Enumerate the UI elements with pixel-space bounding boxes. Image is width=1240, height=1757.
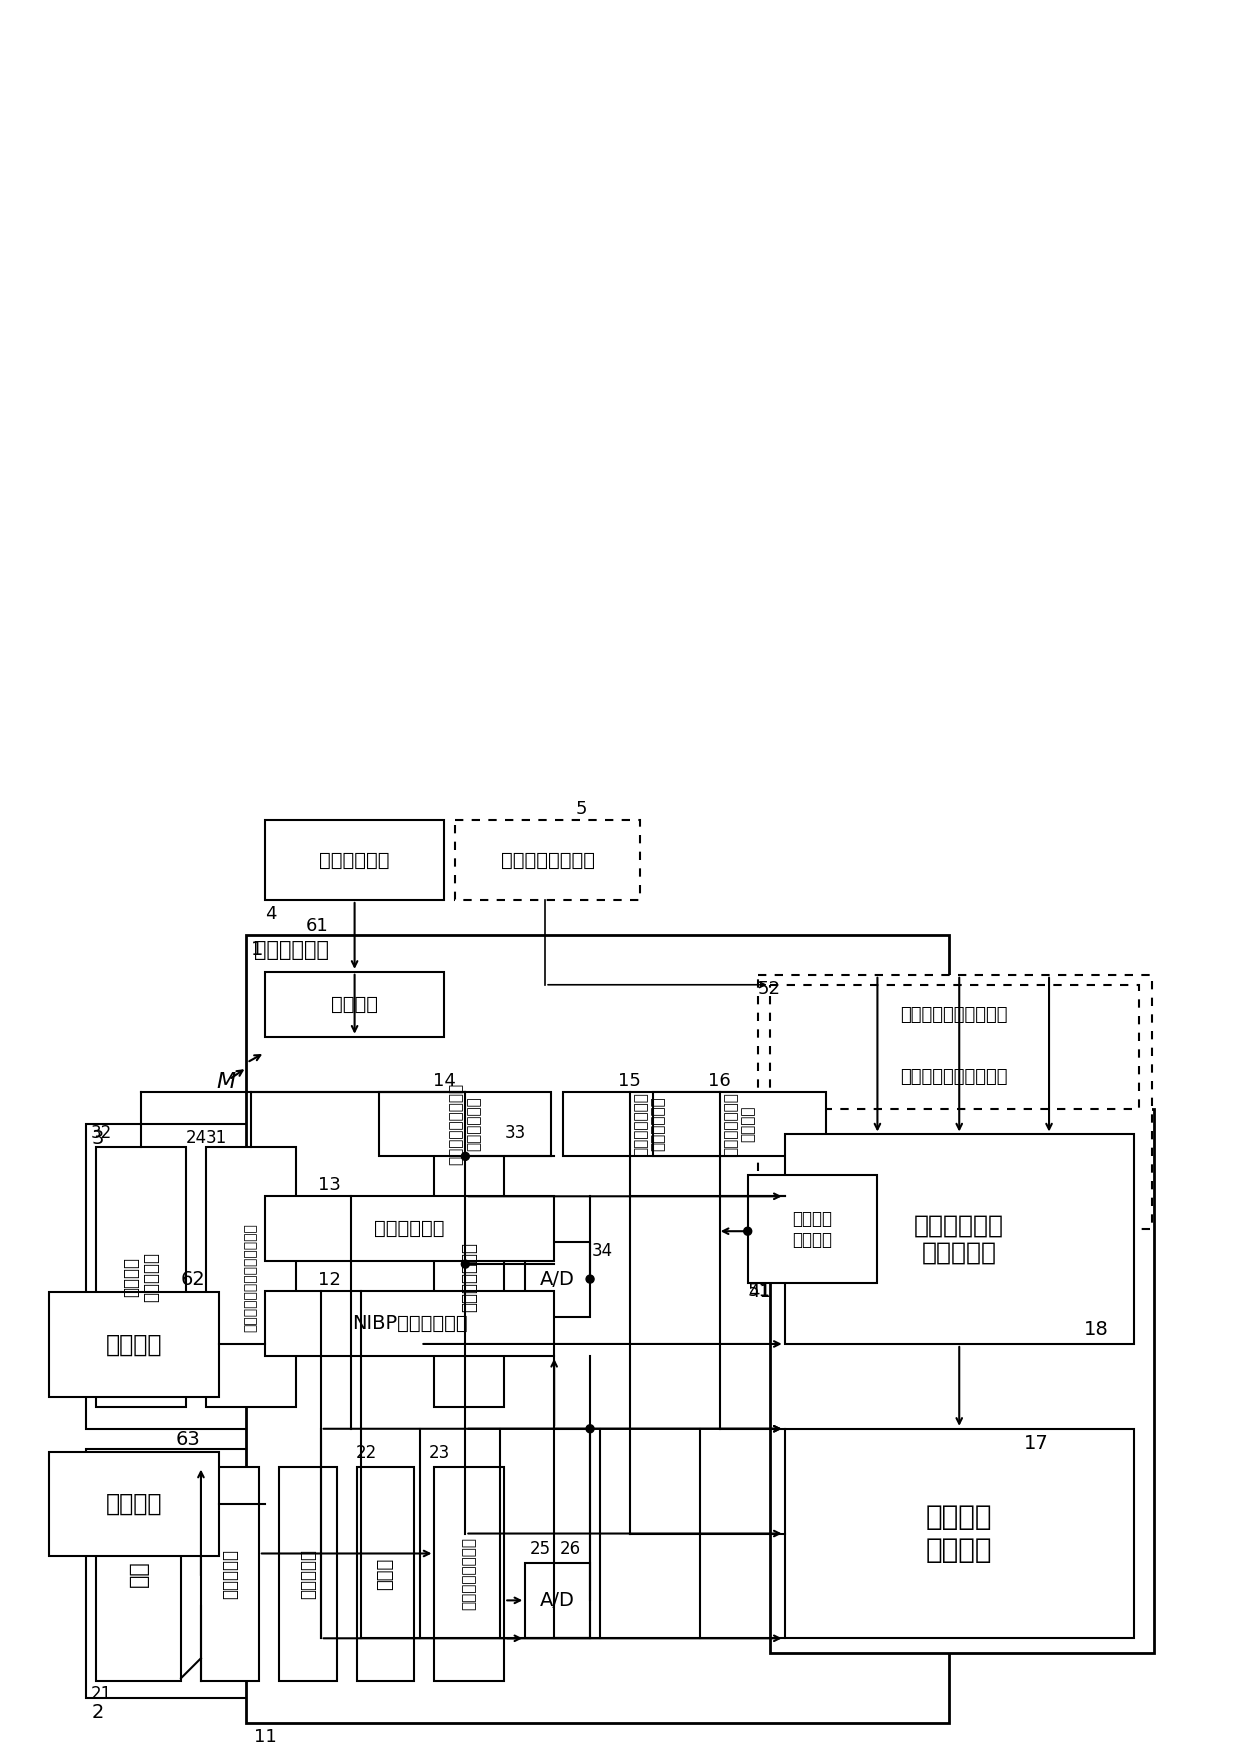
Circle shape	[587, 1276, 594, 1283]
Text: 压力泵: 压力泵	[377, 1558, 394, 1590]
Text: 21: 21	[92, 1685, 113, 1703]
Text: 34: 34	[591, 1242, 614, 1260]
Text: 脉冲波振幅呼吸
变化测量单元: 脉冲波振幅呼吸 变化测量单元	[634, 1093, 666, 1156]
Text: 14: 14	[434, 1072, 456, 1089]
Bar	[87, 1124, 311, 1428]
Text: 血量测量装置: 血量测量装置	[254, 940, 329, 959]
Bar	[265, 1197, 554, 1262]
Text: 脉冲波传播时间呼吸
变化测量单元: 脉冲波传播时间呼吸 变化测量单元	[449, 1082, 481, 1165]
Bar	[279, 1467, 336, 1681]
Circle shape	[461, 1153, 469, 1160]
Text: 52: 52	[758, 980, 781, 998]
Text: 24: 24	[186, 1130, 207, 1147]
Bar	[526, 1564, 590, 1638]
Text: 51: 51	[748, 1283, 770, 1300]
Bar	[50, 1291, 219, 1397]
Bar	[563, 1091, 735, 1156]
Text: 时间间隔检测基准点测量单元: 时间间隔检测基准点测量单元	[244, 1223, 258, 1332]
Bar	[770, 1109, 1153, 1653]
Text: 15: 15	[618, 1072, 641, 1089]
Bar	[265, 821, 444, 900]
Text: 输入单元: 输入单元	[331, 994, 378, 1014]
Bar	[378, 1091, 551, 1156]
Bar	[265, 972, 444, 1037]
Bar	[246, 935, 950, 1724]
Bar	[758, 975, 1152, 1230]
Bar	[785, 1135, 1133, 1344]
Text: 17: 17	[1024, 1434, 1049, 1453]
Text: M: M	[216, 1072, 236, 1091]
Bar	[526, 1242, 590, 1318]
Text: 33: 33	[505, 1124, 526, 1142]
Bar	[455, 821, 640, 900]
Text: 18: 18	[1084, 1320, 1109, 1339]
Bar	[785, 1428, 1133, 1638]
Text: 臂套压力检测部分: 臂套压力检测部分	[461, 1537, 477, 1611]
Bar	[653, 1091, 826, 1156]
Text: 41: 41	[748, 1283, 770, 1302]
Bar	[434, 1467, 505, 1681]
Text: NIBP脉压测量单元: NIBP脉压测量单元	[352, 1314, 467, 1334]
Text: 光电脉冲
检测传感器: 光电脉冲 检测传感器	[122, 1253, 160, 1302]
Bar	[97, 1147, 186, 1407]
Text: 脉压呼吸变化测量单元: 脉压呼吸变化测量单元	[900, 1068, 1008, 1086]
Text: A/D: A/D	[541, 1270, 575, 1290]
Text: 呼吸周期
检测单元: 呼吸周期 检测单元	[792, 1211, 832, 1249]
Text: 22: 22	[356, 1444, 377, 1462]
Text: 袖套: 袖套	[129, 1560, 149, 1587]
Text: 患者的固有系
数计算单元: 患者的固有系 数计算单元	[914, 1214, 1004, 1265]
Text: 心输出量
计算单元: 心输出量 计算单元	[926, 1504, 992, 1564]
Bar	[50, 1451, 219, 1557]
Text: 23: 23	[429, 1444, 450, 1462]
Bar	[434, 1147, 505, 1407]
Text: 有创血压测量装置: 有创血压测量装置	[501, 850, 595, 870]
Bar	[97, 1467, 181, 1681]
Text: 呼吸测量装置: 呼吸测量装置	[320, 850, 389, 870]
Bar	[748, 1175, 878, 1283]
Bar	[357, 1467, 414, 1681]
Circle shape	[744, 1226, 751, 1235]
Text: 显示部分: 显示部分	[105, 1332, 162, 1356]
Bar	[206, 1147, 295, 1407]
Text: 16: 16	[708, 1072, 730, 1089]
Text: 有创血压脉压测量单元: 有创血压脉压测量单元	[900, 1005, 1008, 1024]
Bar	[265, 1291, 554, 1356]
Text: 2: 2	[92, 1703, 104, 1722]
Text: 5: 5	[575, 799, 587, 819]
Bar	[770, 984, 1138, 1109]
Text: 脉冲波呼吸变化
测量单元: 脉冲波呼吸变化 测量单元	[723, 1093, 755, 1156]
Text: 61: 61	[306, 917, 329, 935]
Text: 63: 63	[176, 1430, 201, 1450]
Text: 11: 11	[254, 1729, 277, 1746]
Text: 3: 3	[92, 1130, 104, 1149]
Text: 26: 26	[560, 1541, 582, 1558]
Text: 压力传感器: 压力传感器	[221, 1550, 239, 1599]
Text: 62: 62	[181, 1270, 206, 1290]
Text: 32: 32	[92, 1124, 113, 1142]
Text: 25: 25	[531, 1541, 552, 1558]
Bar	[87, 1450, 521, 1699]
Text: 压力释放阀: 压力释放阀	[299, 1550, 316, 1599]
Text: 12: 12	[317, 1270, 341, 1290]
Text: 脉冲波检测部分: 脉冲波检测部分	[460, 1242, 479, 1312]
Bar	[201, 1467, 259, 1681]
Text: 心率计算单元: 心率计算单元	[374, 1219, 445, 1239]
Text: 报警部分: 报警部分	[105, 1492, 162, 1516]
Circle shape	[461, 1260, 469, 1269]
Circle shape	[587, 1425, 594, 1432]
Text: 31: 31	[206, 1130, 227, 1147]
Text: 4: 4	[265, 905, 277, 922]
Text: 1: 1	[250, 940, 263, 959]
Text: 13: 13	[317, 1175, 341, 1195]
Text: A/D: A/D	[541, 1592, 575, 1611]
